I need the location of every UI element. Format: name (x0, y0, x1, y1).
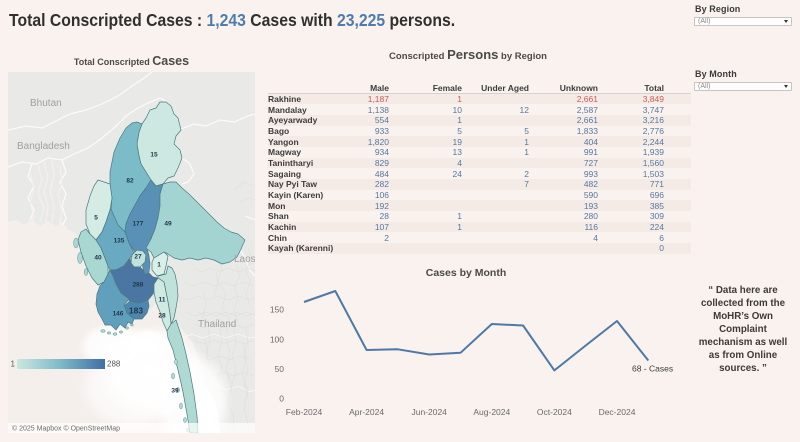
svg-text:© 2025 Mapbox © OpenStreetMap: © 2025 Mapbox © OpenStreetMap (12, 425, 120, 433)
svg-text:49: 49 (164, 221, 172, 228)
svg-text:68 - Cases: 68 - Cases (632, 364, 673, 374)
svg-text:Dec-2024: Dec-2024 (599, 407, 636, 417)
svg-text:150: 150 (270, 305, 284, 315)
svg-text:11: 11 (159, 297, 166, 304)
svg-text:Bangladesh: Bangladesh (17, 141, 70, 152)
svg-text:15: 15 (150, 152, 158, 159)
svg-text:Aug-2024: Aug-2024 (473, 407, 510, 417)
svg-text:177: 177 (133, 221, 144, 228)
svg-text:288: 288 (133, 282, 144, 289)
svg-text:Thailand: Thailand (198, 319, 236, 330)
svg-text:0: 0 (279, 394, 284, 404)
svg-text:50: 50 (275, 364, 285, 374)
svg-text:82: 82 (126, 178, 134, 185)
svg-text:Apr-2024: Apr-2024 (349, 407, 384, 417)
svg-text:288: 288 (107, 360, 121, 369)
svg-text:Bhutan: Bhutan (30, 98, 62, 109)
svg-text:Laos: Laos (234, 254, 255, 265)
svg-text:100: 100 (270, 335, 284, 345)
svg-text:1: 1 (11, 360, 16, 369)
svg-text:40: 40 (94, 255, 102, 262)
svg-text:Oct-2024: Oct-2024 (537, 407, 572, 417)
svg-text:28: 28 (158, 313, 166, 320)
svg-text:39: 39 (171, 388, 179, 395)
svg-text:1: 1 (157, 262, 161, 269)
svg-text:146: 146 (113, 311, 124, 318)
svg-text:27: 27 (134, 254, 142, 261)
svg-text:5: 5 (94, 215, 98, 222)
svg-text:Jun-2024: Jun-2024 (411, 407, 447, 417)
svg-text:135: 135 (114, 238, 125, 245)
svg-text:183: 183 (129, 306, 143, 316)
svg-text:Feb-2024: Feb-2024 (286, 407, 323, 417)
